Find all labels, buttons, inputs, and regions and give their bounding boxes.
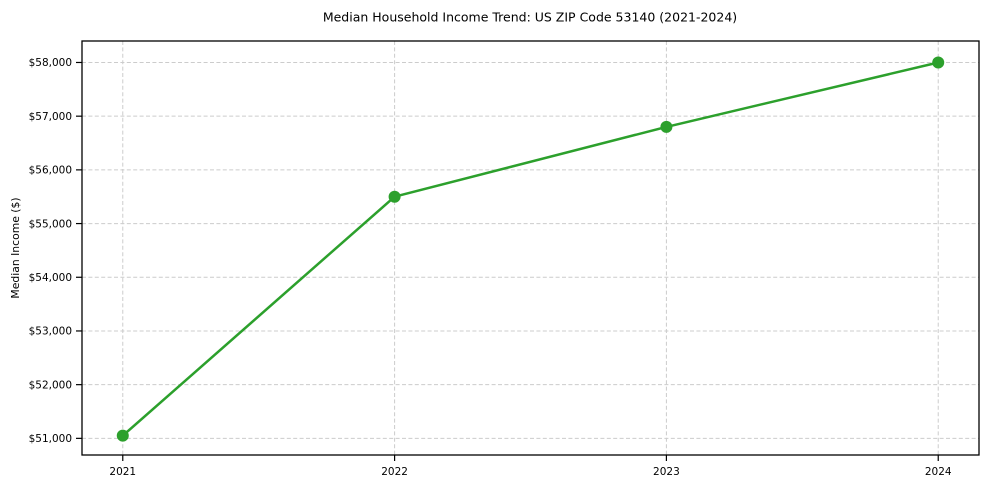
x-tick-label: 2023 <box>653 466 680 478</box>
trend-line <box>121 61 940 437</box>
y-tick-label: $54,000 <box>29 272 72 284</box>
y-axis-label: Median Income ($) <box>9 197 22 298</box>
plot-area: $51,000 $52,000 $53,000 $54,000 $55,000 $56,0… <box>29 40 980 478</box>
axes-spines <box>81 40 980 456</box>
y-tick-label: $53,000 <box>29 326 72 338</box>
chart-title: Median Household Income Trend: US ZIP Co… <box>323 10 737 25</box>
y-tick-label: $55,000 <box>29 218 72 230</box>
y-tick-label: $58,000 <box>29 57 72 69</box>
data-point-2023 <box>660 120 673 133</box>
axes-background <box>82 41 979 455</box>
data-point-2024 <box>932 56 945 69</box>
x-tick-label: 2022 <box>381 466 408 478</box>
data-point-2021 <box>116 429 129 442</box>
y-tick-label: $52,000 <box>29 379 72 391</box>
y-tick-label: $51,000 <box>29 433 72 445</box>
data-point-2022 <box>388 190 401 203</box>
x-tick-label: 2024 <box>925 466 952 478</box>
y-tick-label: $56,000 <box>29 165 72 177</box>
y-tick-label: $57,000 <box>29 111 72 123</box>
x-tick-label: 2021 <box>109 466 136 478</box>
